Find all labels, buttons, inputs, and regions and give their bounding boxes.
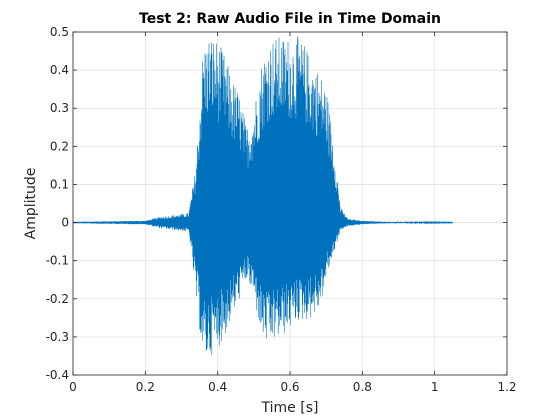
y-tick-label: 0.4	[50, 63, 69, 77]
y-tick-label: 0.1	[50, 177, 69, 191]
x-tick-label: 1.2	[497, 380, 516, 394]
y-tick-label: -0.1	[46, 254, 69, 268]
y-tick-label: 0.3	[50, 101, 69, 115]
y-axis-label: Amplitude	[23, 168, 39, 240]
y-tick-label: 0.2	[50, 139, 69, 153]
y-tick-label: -0.3	[46, 330, 69, 344]
x-tick-label: 0.6	[280, 380, 299, 394]
y-tick-label: 0.5	[50, 25, 69, 39]
x-axis-label: Time [s]	[261, 400, 319, 416]
y-tick-label: -0.4	[46, 368, 69, 382]
x-tick-label: 0.4	[208, 380, 227, 394]
x-tick-label: 0.2	[136, 380, 155, 394]
x-tick-label: 0	[69, 380, 77, 394]
chart-title: Test 2: Raw Audio File in Time Domain	[139, 11, 441, 27]
y-tick-label: 0	[61, 216, 69, 230]
waveform-line	[72, 36, 454, 355]
x-tick-label: 0.8	[353, 380, 372, 394]
signal-trace	[72, 36, 454, 355]
x-tick-label: 1	[431, 380, 439, 394]
y-tick-label: -0.2	[46, 292, 69, 306]
axis-ticks: 0 0.2 0.4 0.6 0.8 1 1.2 -0.4 -0.3 -0.2 -0.1 0 0.1 0.2…	[46, 25, 517, 394]
